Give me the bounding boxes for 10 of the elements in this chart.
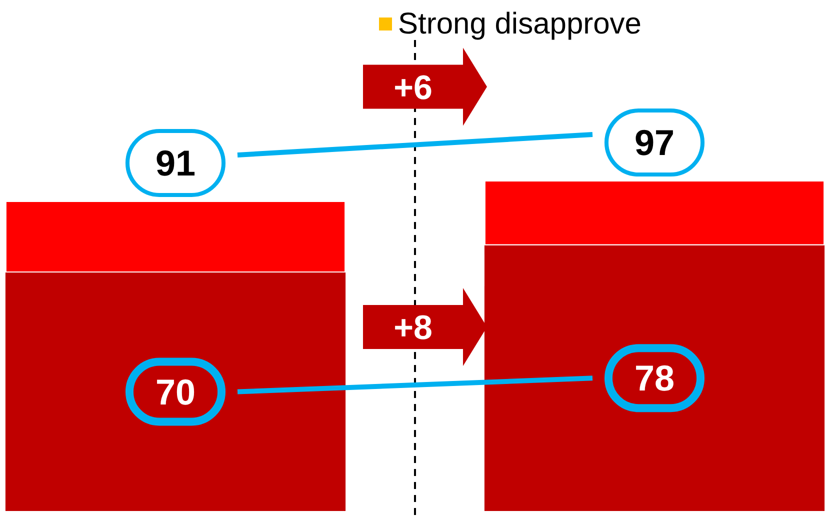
data-label: 70: [155, 371, 196, 412]
data-label: 78: [634, 358, 675, 399]
total-label: 91: [155, 142, 196, 184]
annotation: +6: [394, 68, 432, 107]
bar: [484, 245, 825, 511]
total-label: 97: [634, 122, 675, 164]
bar: [5, 272, 346, 511]
bar: [5, 200, 346, 273]
legend-label: Strong disapprove: [398, 8, 642, 40]
annotation: +8: [394, 308, 432, 347]
